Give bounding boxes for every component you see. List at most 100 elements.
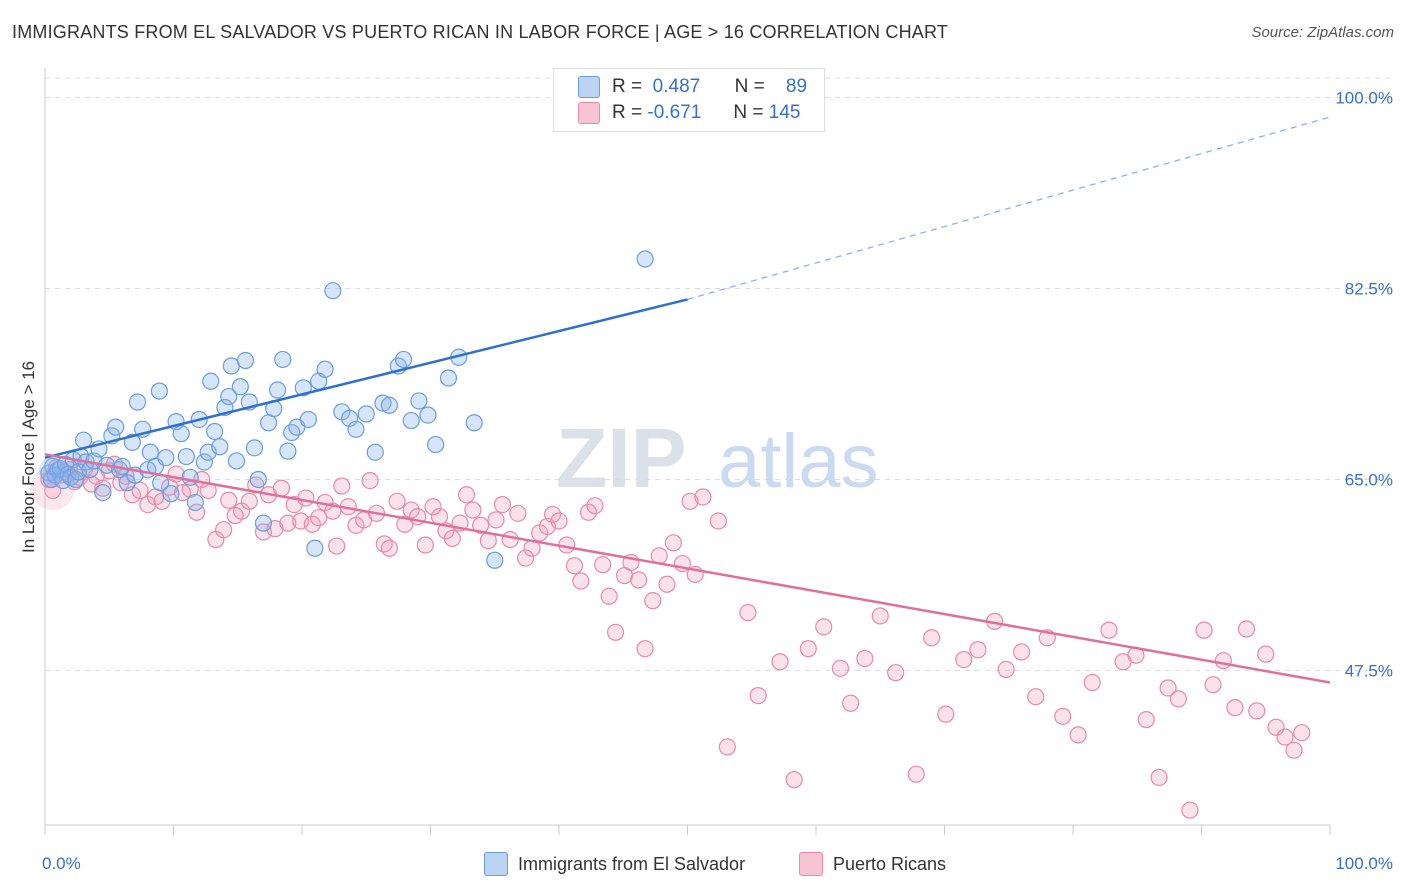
puerto-ricans-point (550, 512, 568, 530)
puerto-ricans-point (1150, 768, 1168, 787)
puerto-ricans-points (30, 455, 1311, 819)
el-salvador-point (394, 350, 413, 369)
el-salvador-point (150, 382, 168, 400)
el-salvador-point (439, 369, 458, 387)
r-label: R = (612, 102, 643, 123)
el-salvador-cluster (38, 456, 67, 485)
puerto-ricans-point (606, 623, 625, 641)
puerto-ricans-point (279, 514, 297, 532)
el-salvador-points (38, 250, 654, 569)
puerto-ricans-point (856, 649, 874, 668)
puerto-ricans-point (501, 530, 519, 549)
el-salvador-point (177, 447, 195, 466)
puerto-ricans-point (565, 557, 584, 575)
x-tick-label: 100.0% (1335, 854, 1393, 873)
el-salvador-point (206, 422, 224, 441)
puerto-ricans-point (630, 571, 648, 589)
puerto-ricans-point (328, 537, 346, 555)
puerto-ricans-point (509, 504, 527, 522)
chart-title: IMMIGRANTS FROM EL SALVADOR VS PUERTO RI… (12, 22, 949, 42)
puerto-ricans-point (937, 705, 955, 723)
puerto-ricans-point (361, 471, 379, 490)
puerto-ricans-trend-line (44, 453, 1331, 684)
puerto-ricans-point (1257, 645, 1275, 663)
el-salvador-point (402, 411, 420, 430)
puerto-ricans-point (380, 539, 398, 557)
puerto-ricans-point (297, 489, 315, 507)
puerto-ricans-point (1226, 699, 1244, 717)
y-tick-label: 100.0% (1335, 89, 1393, 108)
el-salvador-point (245, 439, 264, 457)
y-tick-label: 82.5% (1345, 280, 1393, 299)
legend-row-puerto-ricans: R = -0.671 N = 145 (578, 101, 800, 125)
n-value: 89 (785, 76, 808, 97)
el-salvador-trend-line (44, 298, 688, 459)
legend-label: Immigrants from El Salvador (518, 853, 746, 874)
pink-swatch (799, 852, 823, 876)
puerto-ricans-point (709, 512, 727, 530)
el-salvador-point (254, 514, 273, 532)
el-salvador-point (259, 414, 278, 432)
el-salvador-trend-extension (687, 116, 1331, 301)
puerto-ricans-point (472, 516, 490, 534)
blue-swatch (484, 852, 508, 876)
puerto-ricans-point (402, 501, 420, 519)
watermark-atlas: atlas (718, 419, 879, 504)
puerto-ricans-point (1204, 676, 1222, 694)
puerto-ricans-point (664, 534, 682, 552)
puerto-ricans-point (749, 687, 767, 705)
source-label: Source: ZipAtlas.com (1251, 24, 1394, 41)
n-label: N = (734, 76, 765, 97)
n-value: 145 (768, 102, 801, 123)
puerto-ricans-point (457, 486, 476, 504)
puerto-ricans-point (969, 641, 987, 659)
el-salvador-point (279, 442, 297, 460)
puerto-ricans-point (543, 505, 562, 524)
puerto-ricans-point (1248, 702, 1266, 720)
axes (44, 68, 1331, 835)
puerto-ricans-point (1012, 643, 1031, 661)
el-salvador-point (636, 250, 654, 268)
puerto-ricans-point (464, 501, 482, 519)
el-salvador-point (357, 405, 375, 423)
el-salvador-point (195, 453, 213, 471)
el-salvador-point (340, 409, 359, 427)
r-label: R = (612, 76, 643, 97)
puerto-ricans-point (94, 479, 112, 497)
puerto-ricans-point (388, 492, 406, 510)
el-salvador-point (107, 418, 125, 436)
puerto-ricans-point (694, 488, 712, 506)
r-value: -0.671 (647, 102, 702, 123)
y-tick-label: 65.0% (1345, 471, 1393, 490)
el-salvador-point (231, 378, 249, 396)
el-salvador-point (380, 396, 398, 414)
puerto-ricans-point (1285, 741, 1303, 759)
puerto-ricans-point (424, 498, 442, 516)
el-salvador-point (172, 425, 190, 443)
el-salvador-point (94, 483, 112, 502)
el-salvador-point (427, 435, 445, 454)
puerto-ricans-point (1181, 801, 1199, 819)
puerto-ricans-point (739, 604, 757, 622)
el-salvador-point (220, 387, 238, 406)
puerto-ricans-point (586, 497, 604, 515)
el-salvador-point (211, 438, 229, 456)
correlation-legend: R = 0.487 N = 89 R = -0.671 N = 145 (553, 68, 825, 132)
x-tick-label: 0.0% (42, 854, 81, 873)
el-salvador-point (366, 443, 384, 461)
el-salvador-point (236, 351, 255, 370)
puerto-ricans-point (799, 640, 817, 658)
legend-item-el-salvador: Immigrants from El Salvador (484, 852, 745, 876)
puerto-ricans-point (416, 536, 434, 554)
puerto-ricans-point (1237, 620, 1256, 638)
el-salvador-point (227, 452, 246, 470)
puerto-ricans-point (658, 575, 676, 593)
puerto-ricans-point (1159, 679, 1177, 697)
legend-item-puerto-ricans: Puerto Ricans (799, 852, 946, 876)
el-salvador-point (347, 420, 365, 438)
puerto-ricans-point (303, 515, 321, 533)
puerto-ricans-point (1214, 652, 1232, 670)
puerto-ricans-point (842, 694, 860, 712)
puerto-ricans-point (831, 659, 850, 677)
